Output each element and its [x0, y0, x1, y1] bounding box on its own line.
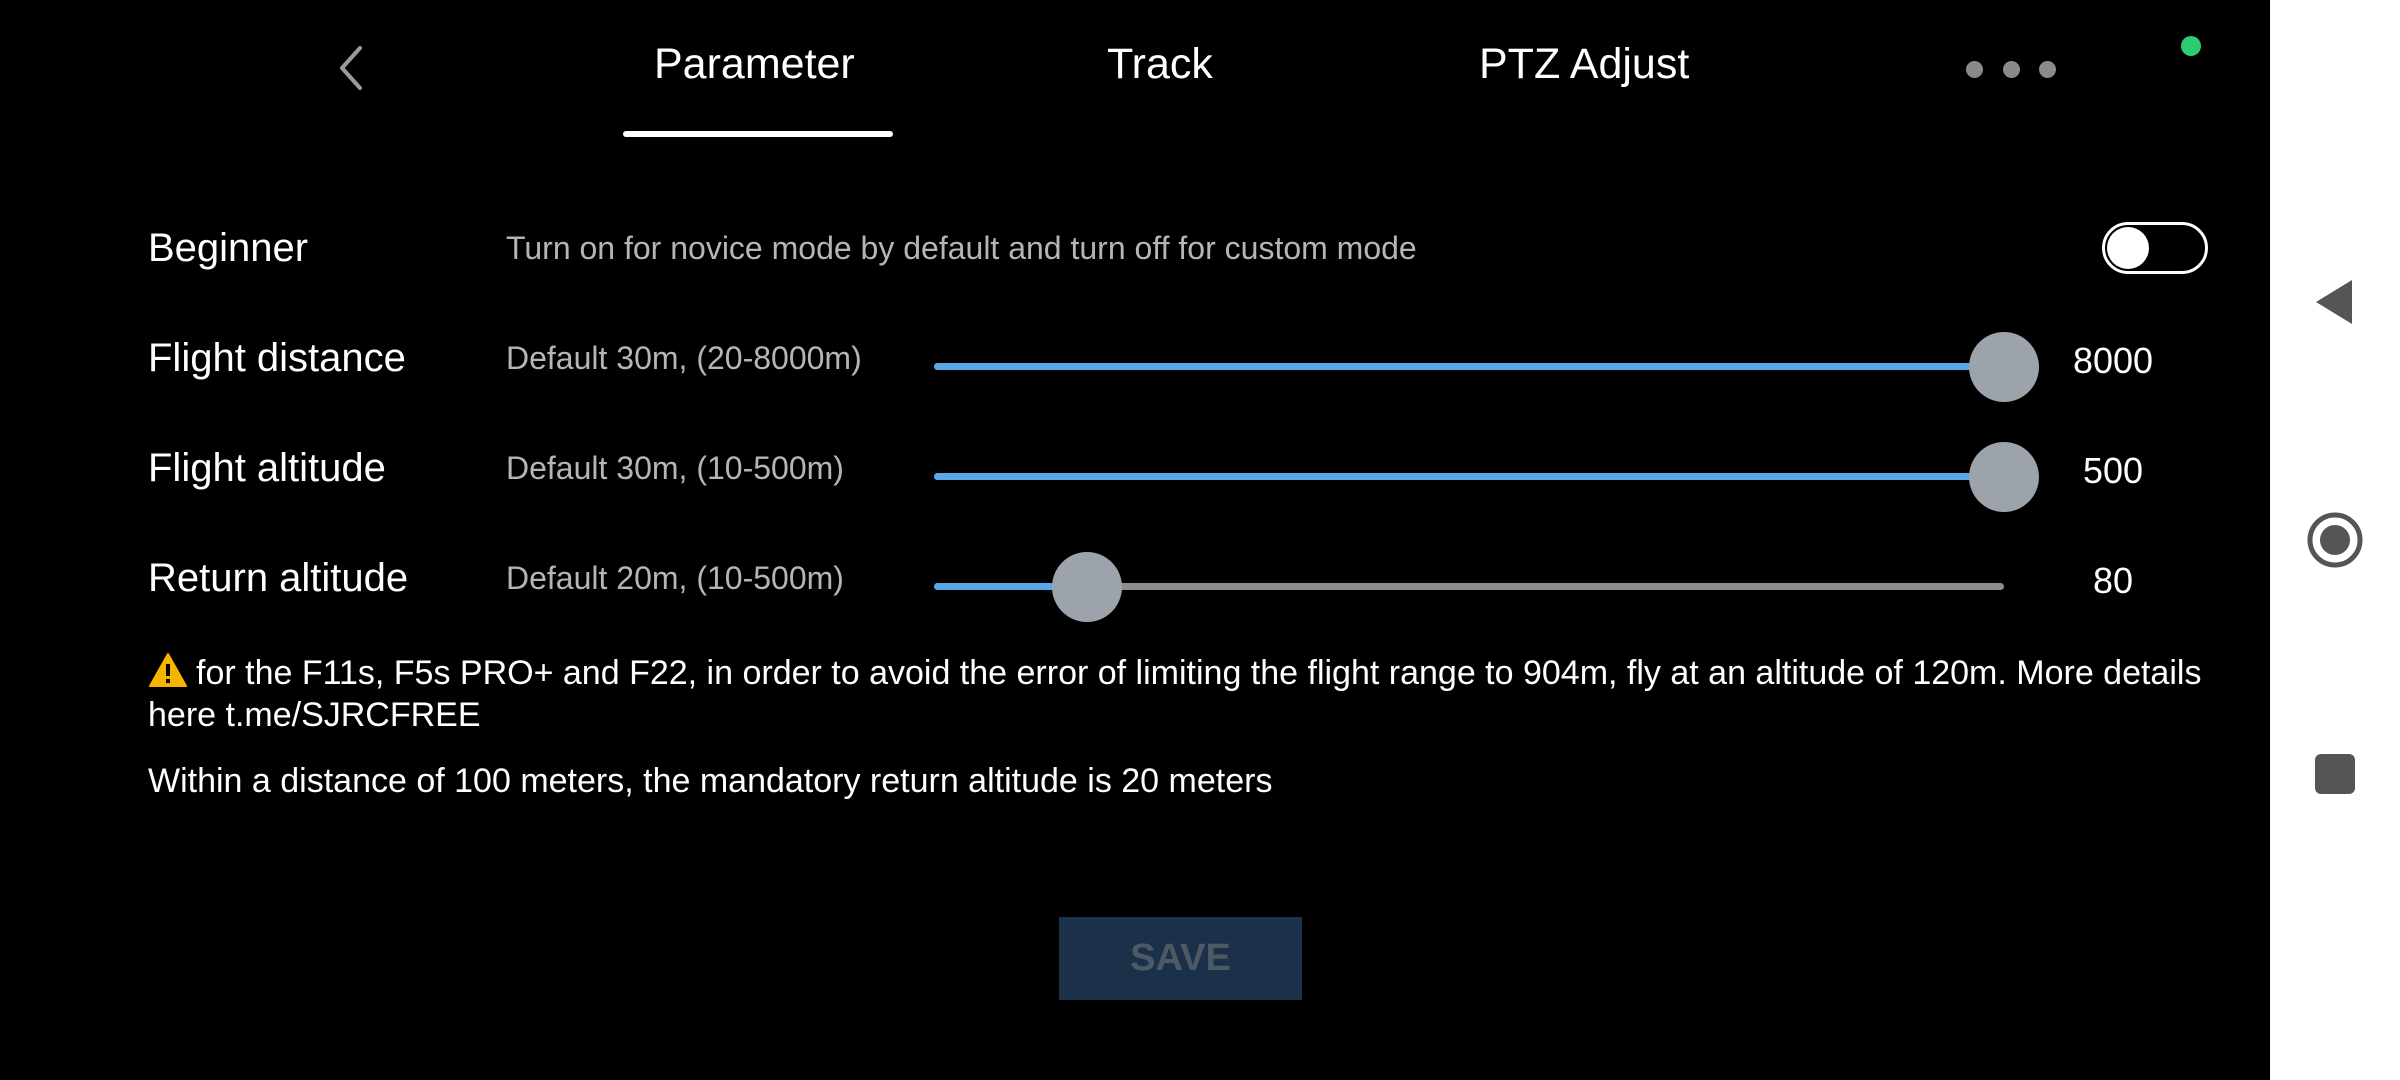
more-dot-icon [1966, 60, 1983, 78]
setting-row-flight-altitude: Flight altitude Default 30m, (10-500m) 5… [148, 442, 2228, 536]
save-button[interactable]: SAVE [1059, 917, 1302, 1000]
flight-altitude-description: Default 30m, (10-500m) [506, 450, 844, 486]
more-dot-icon [2039, 60, 2056, 78]
flight-altitude-label: Flight altitude [148, 446, 386, 490]
toggle-knob [2107, 227, 2149, 269]
chevron-left-icon [340, 46, 362, 90]
flight-distance-value: 8000 [2072, 340, 2154, 381]
flight-distance-description: Default 30m, (20-8000m) [506, 340, 862, 376]
square-recent-icon [2315, 754, 2355, 794]
top-navbar: Parameter Track PTZ Adjust [0, 0, 2270, 150]
setting-row-return-altitude: Return altitude Default 20m, (10-500m) 8… [148, 552, 2228, 646]
return-altitude-description: Default 20m, (10-500m) [506, 560, 844, 596]
slider-thumb[interactable] [1969, 332, 2039, 402]
slider-thumb[interactable] [1051, 552, 1122, 622]
warning-notice: for the F11s, F5s PRO+ and F22, in order… [148, 652, 2228, 736]
tab-parameter[interactable]: Parameter [654, 40, 855, 88]
slider-fill [934, 363, 2004, 370]
flight-distance-label: Flight distance [148, 336, 406, 380]
back-button[interactable] [326, 38, 376, 98]
slider-track [934, 583, 2004, 590]
flight-altitude-value: 500 [2082, 450, 2144, 491]
circle-home-icon [2307, 512, 2363, 568]
flight-distance-slider[interactable] [934, 332, 2039, 402]
active-tab-indicator [623, 131, 893, 137]
app-window: Parameter Track PTZ Adjust Beginner Turn… [0, 0, 2270, 1000]
triangle-back-icon [2316, 280, 2352, 324]
setting-row-beginner: Beginner Turn on for novice mode by defa… [148, 222, 2228, 316]
mandatory-return-note: Within a distance of 100 meters, the man… [148, 762, 1273, 800]
slider-thumb[interactable] [1969, 442, 2039, 512]
slider-fill [934, 583, 1087, 590]
beginner-label: Beginner [148, 226, 309, 270]
beginner-toggle[interactable] [2102, 222, 2208, 274]
connection-status-dot [2181, 36, 2201, 56]
warning-text: for the F11s, F5s PRO+ and F22, in order… [148, 654, 2202, 734]
tab-track[interactable]: Track [1107, 40, 1213, 88]
system-recent-apps-button[interactable] [2270, 724, 2400, 824]
setting-row-flight-distance: Flight distance Default 30m, (20-8000m) … [148, 332, 2228, 426]
return-altitude-label: Return altitude [148, 556, 409, 600]
slider-fill [934, 473, 2004, 480]
flight-altitude-slider[interactable] [934, 442, 2039, 512]
more-dot-icon [2002, 60, 2020, 78]
beginner-description: Turn on for novice mode by default and t… [506, 230, 1417, 266]
system-back-button[interactable] [2270, 252, 2400, 352]
system-home-button[interactable] [2270, 490, 2400, 590]
tab-ptz-adjust[interactable]: PTZ Adjust [1479, 40, 1690, 88]
more-button[interactable] [1966, 56, 2056, 82]
return-altitude-slider[interactable] [934, 552, 2004, 622]
warning-icon [149, 653, 187, 687]
system-navigation-bar [2270, 0, 2400, 1080]
return-altitude-value: 80 [2092, 560, 2134, 601]
